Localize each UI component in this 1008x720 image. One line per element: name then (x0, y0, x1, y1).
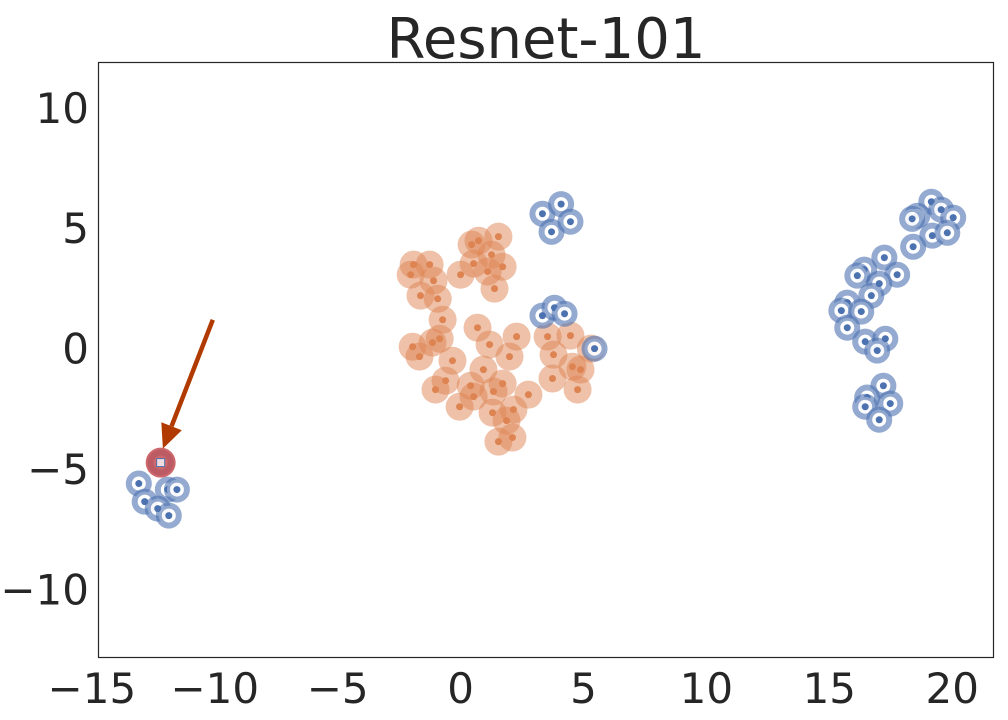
data-point (495, 342, 524, 371)
data-point (864, 337, 891, 364)
series-0 (396, 222, 605, 456)
y-tick-label: −10 (0, 566, 89, 615)
data-point (405, 342, 434, 371)
data-point (423, 284, 452, 313)
x-tick-label: 15 (803, 664, 856, 713)
data-point (563, 375, 592, 404)
data-point (155, 502, 182, 529)
highlight-center (156, 458, 166, 468)
annotation-arrow (161, 318, 215, 449)
data-point (163, 476, 190, 503)
data-point (538, 364, 567, 393)
data-point (551, 300, 578, 327)
data-point (557, 208, 584, 235)
y-tick-label: −5 (27, 445, 89, 494)
data-point (871, 244, 898, 271)
data-point (446, 260, 475, 289)
x-tick-label: 20 (925, 664, 978, 713)
x-tick-label: 10 (680, 664, 733, 713)
data-point (581, 335, 608, 362)
x-tick-label: 5 (570, 664, 597, 713)
data-point (866, 406, 893, 433)
data-point (848, 298, 875, 325)
x-tick-label: 0 (447, 664, 474, 713)
data-point (498, 423, 527, 452)
y-tick-label: 10 (36, 84, 89, 133)
data-point (899, 205, 926, 232)
data-point (421, 375, 450, 404)
series-1 (125, 188, 967, 529)
data-point (556, 321, 585, 350)
data-point (538, 218, 565, 245)
data-point (934, 219, 961, 246)
data-point (834, 314, 861, 341)
data-point (480, 274, 509, 303)
x-tick-label: −10 (170, 664, 259, 713)
x-tick-label: −5 (307, 664, 369, 713)
y-tick-label: 0 (62, 325, 89, 374)
data-point (844, 262, 871, 289)
chart-title: Resnet-101 (386, 7, 705, 72)
y-tick-label: 5 (62, 204, 89, 253)
x-tick-label: −15 (48, 664, 137, 713)
plot-frame (97, 61, 995, 659)
data-point (900, 233, 927, 260)
data-point (396, 260, 425, 289)
data-point (445, 392, 474, 421)
